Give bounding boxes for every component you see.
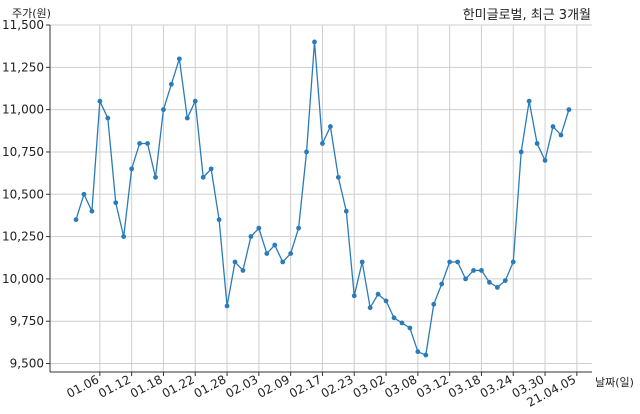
data-point bbox=[415, 349, 421, 355]
data-point bbox=[455, 259, 460, 265]
x-tick-label: 02.09 bbox=[255, 372, 292, 400]
y-tick-label: 10,250 bbox=[2, 230, 44, 244]
price-series-points bbox=[73, 39, 572, 358]
data-point bbox=[224, 303, 230, 309]
x-axis-label: 날짜(일) bbox=[595, 375, 634, 389]
x-tick-label: 03.18 bbox=[446, 372, 483, 400]
x-tick-label: 01.28 bbox=[192, 372, 229, 400]
data-point bbox=[272, 242, 278, 248]
data-point bbox=[264, 251, 270, 256]
data-point bbox=[208, 166, 214, 172]
data-point bbox=[510, 259, 516, 265]
data-point bbox=[89, 208, 95, 214]
x-tick-label: 03.24 bbox=[478, 372, 515, 400]
data-point bbox=[304, 149, 309, 155]
y-axis-label: 주가(원) bbox=[12, 7, 51, 20]
y-tick-label: 11,250 bbox=[2, 60, 44, 74]
data-point bbox=[81, 191, 87, 197]
data-point bbox=[463, 276, 468, 282]
data-point bbox=[526, 98, 532, 104]
y-tick-label: 9,500 bbox=[10, 357, 44, 371]
y-axis-ticks: 9,500 9,750 10,000 10,250 10,500 10,750 11,000… bbox=[2, 18, 50, 371]
data-point bbox=[367, 305, 373, 311]
data-point bbox=[312, 39, 317, 45]
data-point bbox=[423, 352, 429, 358]
x-tick-label: 02.23 bbox=[319, 372, 356, 400]
data-point bbox=[280, 259, 286, 265]
data-point bbox=[439, 281, 445, 287]
data-point bbox=[169, 81, 174, 87]
data-point bbox=[391, 315, 397, 321]
data-point bbox=[359, 259, 365, 265]
data-point bbox=[399, 320, 405, 326]
data-point bbox=[248, 234, 254, 239]
data-point bbox=[431, 301, 437, 307]
x-axis-ticks: 01.0601.1201.1801.2201.2802.0302.0902.17… bbox=[64, 372, 578, 410]
data-point bbox=[375, 291, 381, 297]
data-point bbox=[542, 158, 548, 163]
data-point bbox=[200, 174, 206, 180]
data-point bbox=[121, 234, 127, 239]
y-tick-label: 9,750 bbox=[10, 314, 44, 328]
x-tick-label: 03.12 bbox=[414, 372, 451, 400]
y-tick-label: 10,500 bbox=[2, 187, 44, 201]
data-point bbox=[216, 217, 222, 223]
data-point bbox=[487, 279, 492, 285]
data-point bbox=[383, 298, 389, 304]
data-point bbox=[137, 141, 143, 146]
y-tick-label: 10,000 bbox=[2, 272, 44, 286]
data-point bbox=[320, 141, 325, 146]
data-point bbox=[351, 293, 357, 299]
x-tick-label: 01.22 bbox=[160, 372, 197, 400]
data-point bbox=[518, 149, 524, 155]
data-point bbox=[550, 124, 556, 129]
y-tick-label: 11,500 bbox=[2, 18, 44, 32]
data-point bbox=[335, 174, 341, 180]
x-tick-label: 01.06 bbox=[64, 372, 101, 400]
data-point bbox=[407, 325, 413, 331]
data-point bbox=[256, 225, 262, 231]
data-point bbox=[343, 208, 349, 214]
data-point bbox=[288, 251, 294, 256]
data-point bbox=[176, 56, 182, 62]
x-tick-label: 01.18 bbox=[128, 372, 165, 400]
data-point bbox=[502, 278, 508, 283]
x-tick-label: 03.08 bbox=[382, 372, 419, 400]
x-tick-label: 02.03 bbox=[223, 372, 260, 400]
data-point bbox=[232, 259, 238, 265]
grid-lines bbox=[49, 24, 592, 373]
data-point bbox=[192, 98, 198, 104]
data-point bbox=[534, 141, 540, 146]
x-tick-label: 01.12 bbox=[96, 372, 133, 400]
data-point bbox=[479, 268, 484, 273]
data-point bbox=[145, 141, 150, 146]
data-point bbox=[73, 217, 79, 223]
data-point bbox=[113, 200, 119, 206]
y-tick-label: 10,750 bbox=[2, 145, 44, 159]
data-point bbox=[471, 268, 476, 273]
data-point bbox=[153, 174, 158, 180]
data-point bbox=[97, 98, 103, 104]
data-point bbox=[447, 259, 453, 265]
data-point bbox=[129, 166, 135, 172]
data-point bbox=[161, 107, 166, 113]
data-point bbox=[558, 132, 564, 138]
chart-title: 한미글로벌, 최근 3개월 bbox=[463, 8, 591, 23]
data-point bbox=[328, 124, 333, 129]
data-point bbox=[240, 268, 246, 273]
data-point bbox=[105, 115, 111, 121]
y-tick-label: 11,000 bbox=[2, 103, 44, 117]
x-tick-label: 02.17 bbox=[287, 372, 324, 400]
data-point bbox=[184, 115, 190, 121]
data-point bbox=[566, 107, 572, 113]
x-tick-label: 03.02 bbox=[351, 372, 388, 400]
data-point bbox=[296, 225, 301, 231]
data-point bbox=[494, 284, 500, 290]
